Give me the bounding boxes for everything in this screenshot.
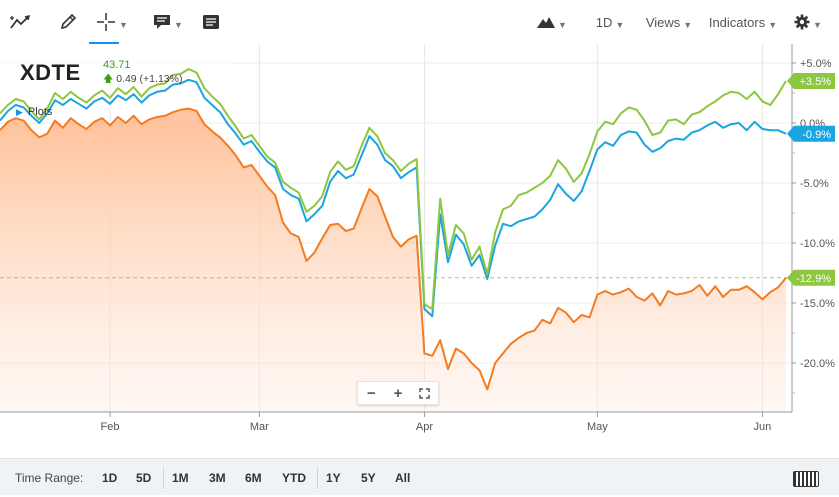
settings-button[interactable]: ▼ — [790, 0, 826, 44]
y-axis: +5.0%0.0%-5.0%-10.0%-15.0%-20.0% — [791, 44, 835, 412]
fullscreen-button[interactable] — [411, 382, 438, 404]
series-line[interactable] — [0, 107, 787, 391]
range-separator — [163, 467, 164, 489]
range-separator — [317, 467, 318, 489]
price-change: 🡅 0.49 (+1.13%) — [103, 72, 182, 89]
y-tick-label: -5.0% — [800, 178, 829, 190]
range-1y-button[interactable]: 1Y — [326, 471, 341, 485]
arrow-up-icon: 🡅 — [103, 74, 114, 85]
active-tool-indicator — [89, 42, 119, 44]
ticker-symbol: XDTE — [20, 60, 81, 85]
y-tick-label: -10.0% — [800, 238, 835, 250]
chevron-down-icon: ▼ — [813, 20, 822, 30]
series-end-badge: -0.9% — [787, 125, 835, 142]
x-tick-label: Jun — [754, 421, 772, 433]
range-5y-button[interactable]: 5Y — [361, 471, 376, 485]
range-ytd-button[interactable]: YTD — [282, 471, 306, 485]
x-tick-label: Apr — [416, 421, 433, 433]
comment-button[interactable]: ▼ — [150, 0, 186, 44]
y-tick-label: -15.0% — [800, 298, 835, 310]
x-axis: Feb Mar Apr May Jun — [0, 411, 792, 433]
series-end-label: -0.9% — [802, 129, 831, 141]
price-change-value: 0.49 (+1.13%) — [116, 73, 183, 85]
zoom-out-button[interactable]: − — [366, 384, 376, 402]
x-tick-label: Feb — [101, 421, 120, 433]
play-triangle-icon: ▶ — [16, 106, 23, 117]
crosshair-icon — [97, 13, 116, 31]
zoom-in-button[interactable]: + — [393, 384, 403, 402]
chart-toolbar: ▼ ▼ ▼ 1D ▼ Views ▼ Indicators ▼ ▼ — [0, 0, 839, 44]
range-1d-button[interactable]: 1D — [102, 471, 118, 485]
time-range-label: Time Range: — [15, 471, 84, 485]
time-range-bar: Time Range: 1D 5D 1M 3M 6M YTD 1Y 5Y All — [0, 458, 839, 495]
series-line[interactable] — [0, 68, 787, 310]
plots-label: Plots — [27, 106, 53, 118]
range-1m-button[interactable]: 1M — [172, 471, 189, 485]
last-price: 43.71 — [103, 59, 131, 71]
range-3m-button[interactable]: 3M — [209, 471, 226, 485]
series-end-badge: -12.9% — [787, 269, 835, 286]
chevron-down-icon: ▼ — [683, 20, 693, 30]
line-draw-icon[interactable] — [6, 0, 36, 44]
mountain-chart-icon — [537, 17, 556, 28]
chevron-down-icon: ▼ — [615, 20, 625, 30]
chevron-down-icon: ▼ — [174, 20, 183, 30]
range-5d-button[interactable]: 5D — [136, 471, 152, 485]
zoom-control: − + — [357, 381, 439, 405]
comment-icon — [154, 15, 171, 29]
chevron-down-icon: ▼ — [768, 20, 778, 30]
series-line[interactable] — [0, 78, 787, 318]
interval-button[interactable]: 1D ▼ — [590, 0, 630, 44]
news-icon[interactable] — [198, 0, 224, 44]
plots-toggle[interactable]: ▶ Plots — [16, 106, 52, 118]
range-6m-button[interactable]: 6M — [245, 471, 262, 485]
pencil-icon[interactable] — [54, 0, 82, 44]
fullscreen-icon — [419, 387, 430, 399]
crosshair-button[interactable]: ▼ — [92, 0, 132, 44]
range-all-button[interactable]: All — [395, 471, 411, 485]
chart-type-button[interactable]: ▼ — [530, 0, 574, 44]
gear-icon — [794, 14, 810, 30]
series-end-label: +3.5% — [800, 76, 832, 88]
y-tick-label: +5.0% — [800, 58, 832, 70]
keyboard-icon[interactable] — [793, 471, 819, 487]
y-tick-label: -20.0% — [800, 358, 835, 370]
views-button[interactable]: Views ▼ — [644, 0, 694, 44]
indicators-label: Indicators — [708, 14, 766, 30]
series-area-fill — [0, 108, 786, 412]
chevron-down-icon: ▼ — [119, 20, 128, 30]
views-label: Views — [645, 14, 681, 30]
price-chart[interactable]: +5.0%0.0%-5.0%-10.0%-15.0%-20.0% Feb Mar A… — [0, 44, 839, 456]
interval-label: 1D — [595, 14, 613, 30]
series-end-badge: +3.5% — [787, 73, 835, 89]
series-end-label: -12.9% — [796, 273, 831, 285]
chevron-down-icon: ▼ — [558, 20, 567, 30]
x-tick-label: Mar — [250, 421, 269, 433]
indicators-button[interactable]: Indicators ▼ — [706, 0, 780, 44]
x-tick-label: May — [587, 421, 608, 433]
